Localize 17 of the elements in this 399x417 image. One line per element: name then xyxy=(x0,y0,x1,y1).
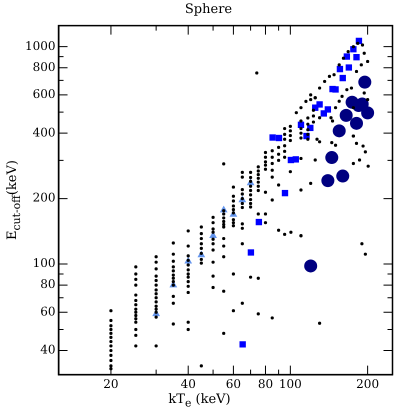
y-tick-label: 400 xyxy=(32,125,56,140)
x-tick-label: 200 xyxy=(356,376,380,391)
x-tick-label: 20 xyxy=(103,376,119,391)
x-tick-label: 80 xyxy=(258,376,274,391)
x-tick-label: 60 xyxy=(226,376,242,391)
y-tick-label: 40 xyxy=(40,342,56,357)
y-tick-label: 800 xyxy=(32,60,56,74)
y-tick-label: 600 xyxy=(32,87,56,102)
y-tick-label: 100 xyxy=(32,256,56,270)
x-axis-title: kT$_{e}$ (keV) xyxy=(167,392,232,410)
y-tick-label: 60 xyxy=(40,304,56,318)
y-tick-label: 200 xyxy=(32,190,56,205)
y-tick-label: 1000 xyxy=(24,38,56,53)
y-tick-label: 80 xyxy=(40,277,56,292)
x-tick-label: 40 xyxy=(180,376,196,391)
x-tick-label: 100 xyxy=(278,376,302,391)
chart-title: Sphere xyxy=(184,2,232,18)
